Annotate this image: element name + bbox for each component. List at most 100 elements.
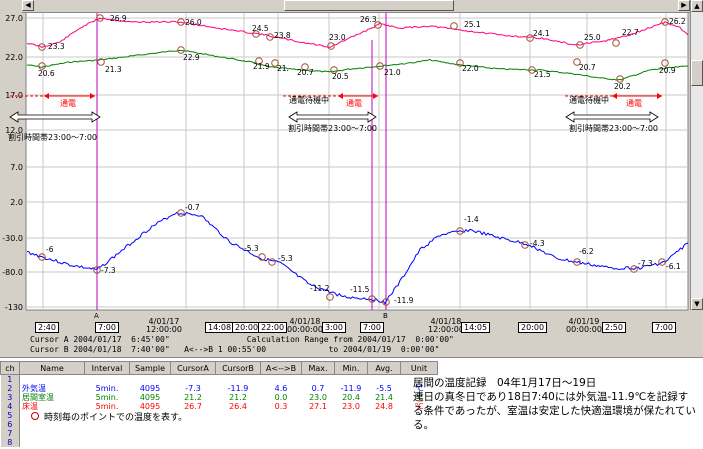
table-row[interactable]: 1 [0, 374, 438, 385]
outdoor-temp-marker [573, 258, 581, 266]
living-room-temp-marker [97, 58, 105, 66]
cell-unit [401, 438, 438, 447]
floor-temp-marker [96, 14, 104, 22]
tsuden-label: 通電 [626, 98, 642, 108]
column-header[interactable]: Unit [400, 361, 438, 375]
cursor-a-info: Cursor A 2004/01/17 6:45'00" Calculation… [30, 335, 454, 344]
time-label: 4/01/17 12:00:00 [146, 318, 182, 334]
column-header[interactable]: Min. [334, 361, 368, 375]
horizontal-scroll-thumb[interactable] [284, 0, 454, 11]
series-line-living-room [26, 49, 689, 81]
floor-temp-value-label: 26.0 [185, 18, 202, 27]
cell-avg [368, 438, 401, 447]
cell-avg: 24.8 [375, 402, 393, 411]
scroll-down-arrow-icon[interactable]: ▼ [691, 298, 703, 310]
channel-number: 2 [0, 384, 20, 393]
column-header[interactable]: ch [0, 361, 20, 375]
cell-b: 21.2 [229, 393, 247, 402]
tsuden-arrow-head [612, 93, 617, 99]
outdoor-temp-marker [268, 258, 276, 266]
tsuden-label: 通電 [60, 98, 76, 108]
cell-avg: -5.5 [376, 384, 392, 393]
time-label-part: 12:00:00 [146, 325, 182, 334]
cell-min: 20.4 [342, 393, 360, 402]
scroll-left-arrow-icon[interactable]: ◀ [22, 0, 34, 11]
outdoor-temp-value-label: -11.2 [310, 284, 330, 293]
series-line-floor-temp [26, 17, 689, 49]
floor-temp-marker [38, 43, 46, 51]
channel-number: 5 [0, 411, 20, 420]
tsuden-arrow-head [44, 93, 49, 99]
column-header[interactable]: CursorA [170, 361, 216, 375]
floor-temp-marker [252, 30, 260, 38]
column-header[interactable]: CursorB [215, 361, 261, 375]
cell-avg [368, 411, 401, 420]
cell-min: 23.0 [342, 402, 360, 411]
table-row[interactable]: 3 居間室温 5min. 4095 21.2 21.2 0.0 23.0 20.4 21.4 ℃ [0, 393, 438, 402]
column-header[interactable]: Name [19, 361, 85, 375]
time-label: 14:08 [205, 322, 235, 333]
cell-interval: 5min. [95, 384, 119, 393]
cell-max: 23.0 [309, 393, 327, 402]
living-room-temp-value-label: 20.9 [659, 66, 676, 75]
cell-ab [261, 429, 302, 438]
scroll-up-arrow-icon[interactable]: ▲ [691, 0, 703, 12]
table-row[interactable]: 5 [0, 411, 438, 420]
outdoor-temp-marker [38, 253, 46, 261]
living-room-temp-marker [661, 59, 669, 67]
column-header[interactable]: Avg. [367, 361, 401, 375]
outdoor-temp-marker [630, 265, 638, 273]
cell-max: 0.7 [311, 384, 325, 393]
waribiki-label: 割引時間帯23:00～7:00 [569, 123, 658, 133]
floor-temp-value-label: 23.8 [274, 31, 291, 40]
cell-min [335, 411, 368, 420]
floor-temp-value-label: 26.9 [110, 14, 127, 23]
table-row[interactable]: 7 [0, 429, 438, 438]
living-room-temp-value-label: 21.3 [105, 65, 122, 74]
marker-circle-icon [31, 412, 39, 420]
cell-a [171, 375, 216, 385]
outdoor-temp-value-label: -5.3 [244, 244, 259, 253]
vertical-scroll-thumb[interactable] [691, 60, 703, 86]
outdoor-temp-value-label: -0.7 [185, 203, 200, 212]
column-header[interactable]: Interval [84, 361, 130, 375]
column-header[interactable]: A<-->B [260, 361, 302, 375]
table-row[interactable]: 6 [0, 420, 438, 429]
horizontal-scrollbar[interactable]: ◀ ▶ [22, 0, 690, 13]
outdoor-temp-value-label: -4.3 [530, 239, 545, 248]
vertical-scrollbar[interactable]: ▲ ▼ [690, 0, 703, 310]
floor-temp-marker [266, 33, 274, 41]
cell-min [335, 438, 368, 447]
living-room-temp-marker [38, 62, 46, 70]
table-row[interactable]: 8 [0, 438, 438, 447]
waribiki-arrow [565, 111, 659, 123]
cell-a [171, 438, 216, 447]
cell-a: -7.3 [185, 384, 201, 393]
waribiki-arrow [9, 111, 101, 123]
time-label: 7:00 [95, 322, 119, 333]
taiki-label: 通電待機中 [569, 95, 609, 105]
scroll-right-arrow-icon[interactable]: ▶ [678, 0, 690, 11]
table-row[interactable]: 4 床温 5min. 4095 26.7 26.4 0.3 27.1 23.0 24.8 ℃ [0, 402, 438, 411]
table-header-row: ch Name Interval Sample CursorA CursorB A<-->B… [0, 361, 438, 375]
table-row[interactable]: 2 外気温 5min. 4095 -7.3 -11.9 4.6 0.7 -11.9 -5.5 ℃ [0, 384, 438, 393]
channel-table: ch Name Interval Sample CursorA CursorB A<-->B… [0, 361, 438, 447]
cursor-b-info: Cursor B 2004/01/18 7:40'00" A<-->B 1 00… [30, 345, 440, 354]
cell-name: 居間室温 [22, 393, 54, 402]
outdoor-temp-value-label: -6.2 [579, 247, 594, 256]
living-room-temp-marker [573, 58, 581, 66]
time-label: 22:00 [258, 322, 288, 333]
time-label-part: 00:00:00 [287, 325, 323, 334]
outdoor-temp-marker [93, 266, 101, 274]
cell-b [216, 429, 261, 438]
time-label: 7:00 [652, 322, 676, 333]
taiki-label: 通電待機中 [289, 95, 329, 105]
living-room-temp-value-label: 20.7 [297, 68, 314, 77]
cell-ab [261, 420, 302, 429]
time-label: 4/01/19 00:00:00 [566, 318, 602, 334]
cell-min [335, 429, 368, 438]
cell-b [216, 420, 261, 429]
column-header[interactable]: Max. [301, 361, 335, 375]
column-header[interactable]: Sample [129, 361, 171, 375]
time-label: 7:00 [360, 322, 384, 333]
